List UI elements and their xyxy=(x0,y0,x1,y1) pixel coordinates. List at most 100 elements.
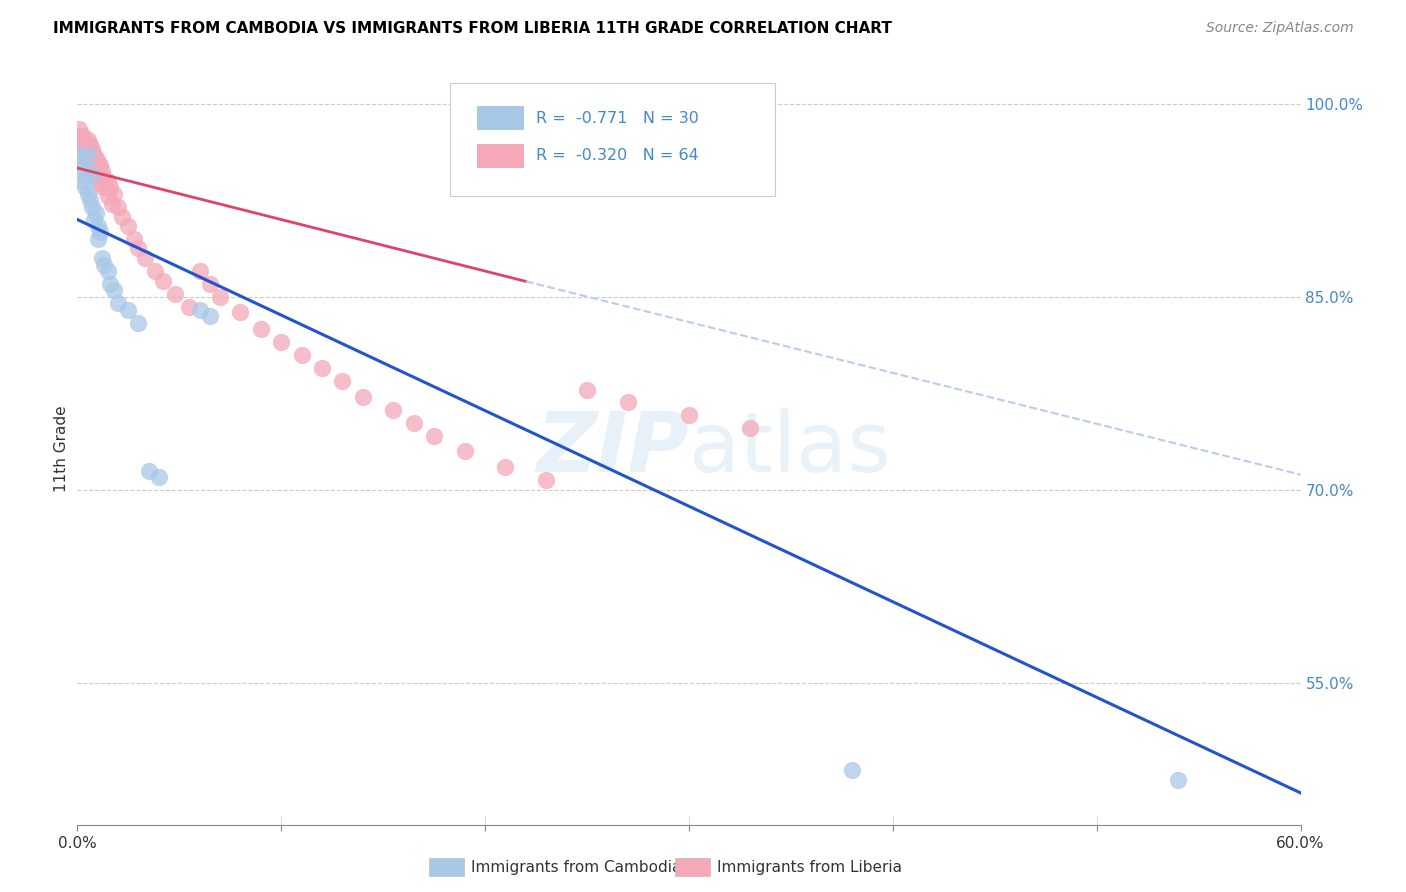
Point xyxy=(76,133,98,147)
Point xyxy=(70,135,93,149)
Point xyxy=(98,180,121,194)
Point xyxy=(75,135,97,149)
Text: atlas: atlas xyxy=(689,408,890,489)
Y-axis label: 11th Grade: 11th Grade xyxy=(53,405,69,491)
Point xyxy=(127,316,149,330)
Point xyxy=(80,168,103,182)
Point xyxy=(134,251,156,265)
Point xyxy=(75,180,97,194)
Point xyxy=(138,464,160,478)
Point xyxy=(90,180,112,194)
Point xyxy=(111,210,134,224)
Point xyxy=(70,128,93,143)
Point xyxy=(72,174,94,188)
Point xyxy=(72,128,94,143)
FancyBboxPatch shape xyxy=(477,106,524,130)
Point xyxy=(148,470,170,484)
Point xyxy=(198,277,221,291)
Point xyxy=(83,148,105,162)
Point xyxy=(423,429,446,443)
Point xyxy=(101,197,124,211)
Point xyxy=(740,421,762,435)
FancyBboxPatch shape xyxy=(450,83,775,195)
Point xyxy=(84,168,107,182)
FancyBboxPatch shape xyxy=(477,144,524,168)
Point xyxy=(617,395,640,409)
Point xyxy=(76,151,98,165)
Point xyxy=(352,390,374,404)
Point xyxy=(80,154,103,169)
Point xyxy=(76,186,98,201)
Point xyxy=(124,232,146,246)
Text: Immigrants from Liberia: Immigrants from Liberia xyxy=(717,861,903,875)
Point xyxy=(127,241,149,255)
Point xyxy=(534,473,557,487)
Point xyxy=(93,171,115,186)
Point xyxy=(67,122,90,136)
Point xyxy=(72,148,94,162)
Point xyxy=(208,290,231,304)
Point xyxy=(80,142,103,156)
Point xyxy=(79,193,101,207)
Point xyxy=(107,296,129,310)
Point xyxy=(90,163,112,178)
Point xyxy=(402,416,425,430)
Point xyxy=(107,200,129,214)
Text: Source: ZipAtlas.com: Source: ZipAtlas.com xyxy=(1206,21,1354,35)
Point xyxy=(67,128,90,143)
Point xyxy=(72,168,94,182)
Point xyxy=(83,161,105,175)
Point xyxy=(75,161,97,175)
Point xyxy=(97,189,120,203)
Point xyxy=(188,302,211,317)
Point xyxy=(382,403,405,417)
Point xyxy=(1167,772,1189,787)
Point xyxy=(75,142,97,156)
Point xyxy=(841,763,863,777)
Point xyxy=(143,264,166,278)
Point xyxy=(84,151,107,165)
Point xyxy=(89,177,111,191)
Point xyxy=(79,137,101,152)
Point xyxy=(117,219,139,233)
Point xyxy=(87,171,110,186)
Point xyxy=(678,409,700,423)
Text: ZIP: ZIP xyxy=(536,408,689,489)
Point xyxy=(290,348,312,362)
Point xyxy=(93,258,115,272)
Point xyxy=(89,158,111,172)
Point xyxy=(188,264,211,278)
Point xyxy=(97,264,120,278)
Point xyxy=(117,302,139,317)
Text: R =  -0.771   N = 30: R = -0.771 N = 30 xyxy=(536,111,699,126)
Point xyxy=(70,154,93,169)
Point xyxy=(270,334,292,349)
Point xyxy=(84,206,107,220)
Point xyxy=(165,287,187,301)
Point xyxy=(87,232,110,246)
Point xyxy=(80,200,103,214)
Point xyxy=(94,180,117,194)
Point xyxy=(79,154,101,169)
Point xyxy=(311,360,333,375)
Point xyxy=(76,145,98,160)
Point xyxy=(152,274,174,288)
Text: Immigrants from Cambodia: Immigrants from Cambodia xyxy=(471,861,682,875)
Point xyxy=(576,383,599,397)
Point xyxy=(103,284,125,298)
Point xyxy=(87,219,110,233)
Point xyxy=(76,148,98,162)
Text: R =  -0.320   N = 64: R = -0.320 N = 64 xyxy=(536,148,699,163)
Point xyxy=(103,186,125,201)
Point xyxy=(87,154,110,169)
Point xyxy=(80,163,103,178)
Point xyxy=(229,305,252,319)
Point xyxy=(250,322,273,336)
Point xyxy=(332,374,354,388)
Point xyxy=(97,174,120,188)
Point xyxy=(67,148,90,162)
Point xyxy=(179,300,201,314)
Point xyxy=(83,212,105,227)
Text: IMMIGRANTS FROM CAMBODIA VS IMMIGRANTS FROM LIBERIA 11TH GRADE CORRELATION CHART: IMMIGRANTS FROM CAMBODIA VS IMMIGRANTS F… xyxy=(53,21,893,36)
Point xyxy=(89,226,111,240)
